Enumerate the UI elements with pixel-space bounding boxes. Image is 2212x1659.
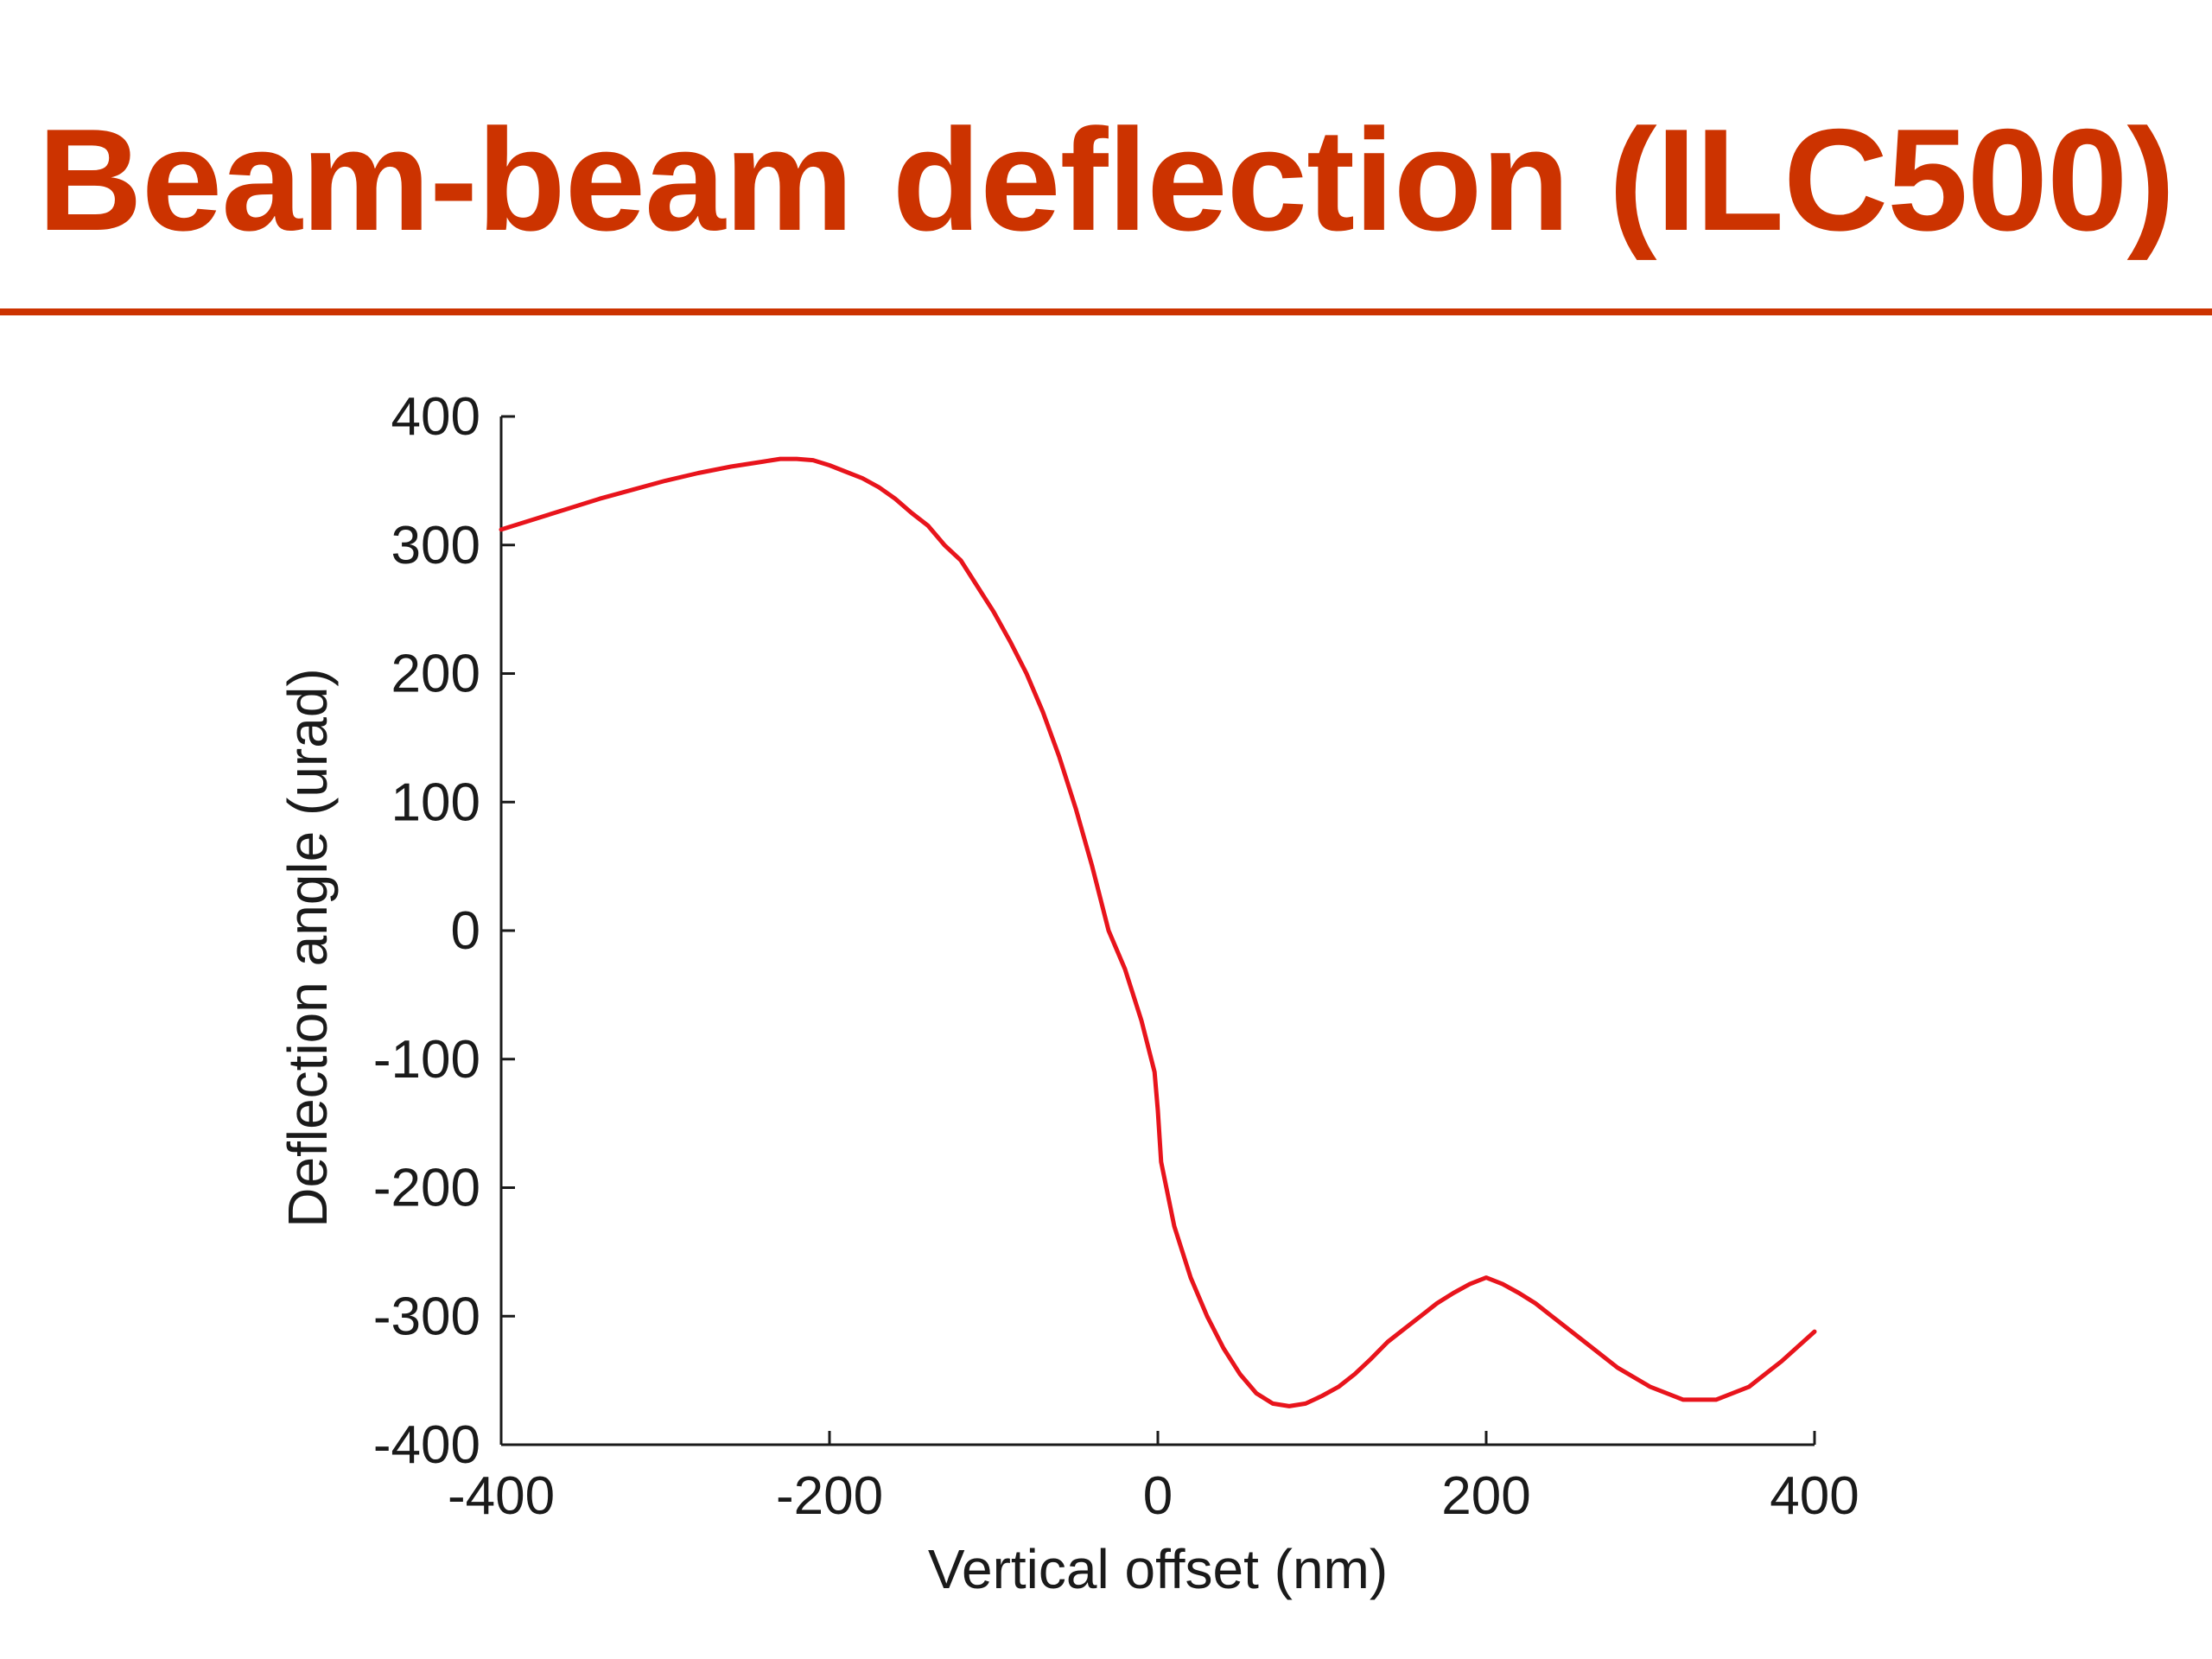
y-tick-label: -200 [373,1159,480,1218]
x-tick-label: 200 [1441,1466,1530,1526]
x-tick-label: -400 [448,1466,555,1526]
axis-ticks [499,415,1816,1446]
x-tick-label: 400 [1770,1466,1859,1526]
y-tick-label: -100 [373,1030,480,1090]
y-axis-label: Deflection angle (urad) [276,668,339,1227]
x-tick-label: -200 [776,1466,883,1526]
title-divider [0,308,2212,315]
y-tick-label: -400 [373,1415,480,1475]
axes [499,416,1815,1446]
slide-title: Beam-beam deflection (ILC500) [37,99,2176,261]
y-tick-label: 100 [391,772,480,832]
x-axis-label: Vertical offset (nm) [928,1538,1388,1600]
tick-labels: -400 -200 0 200 400 -400 -300 -200 -100 0 100 200 30… [373,387,1859,1526]
series-group [499,456,1817,1408]
y-tick-label: -300 [373,1287,480,1346]
series-line [499,456,1817,1408]
x-tick-label: 0 [1143,1466,1173,1526]
y-tick-label: 300 [391,516,480,575]
y-tick-label: 0 [451,901,480,961]
y-tick-label: 400 [391,387,480,447]
y-tick-label: 200 [391,645,480,704]
